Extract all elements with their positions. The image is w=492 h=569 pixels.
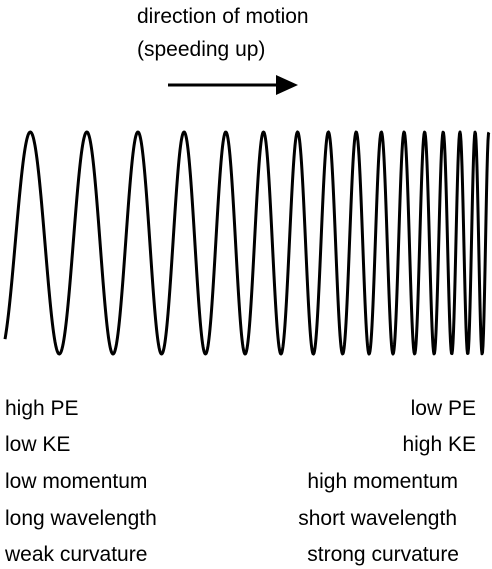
right-label-wavelength: short wavelength bbox=[298, 507, 457, 530]
direction-arrow-icon bbox=[168, 75, 298, 95]
right-label-pe: low PE bbox=[410, 397, 476, 420]
right-label-ke: high KE bbox=[402, 433, 476, 456]
caption-line-1: direction of motion bbox=[137, 5, 309, 28]
left-label-ke: low KE bbox=[5, 433, 71, 456]
chirp-wave-line bbox=[3, 130, 491, 356]
arrow-head bbox=[276, 75, 298, 95]
right-label-momentum: high momentum bbox=[307, 470, 458, 493]
left-label-momentum: low momentum bbox=[5, 470, 148, 493]
motion-caption: direction of motion (speeding up) bbox=[137, 0, 309, 66]
right-label-curvature: strong curvature bbox=[307, 543, 459, 566]
left-label-curvature: weak curvature bbox=[5, 543, 148, 566]
left-label-wavelength: long wavelength bbox=[5, 507, 157, 530]
left-label-pe: high PE bbox=[5, 397, 79, 420]
caption-line-2: (speeding up) bbox=[137, 38, 266, 61]
